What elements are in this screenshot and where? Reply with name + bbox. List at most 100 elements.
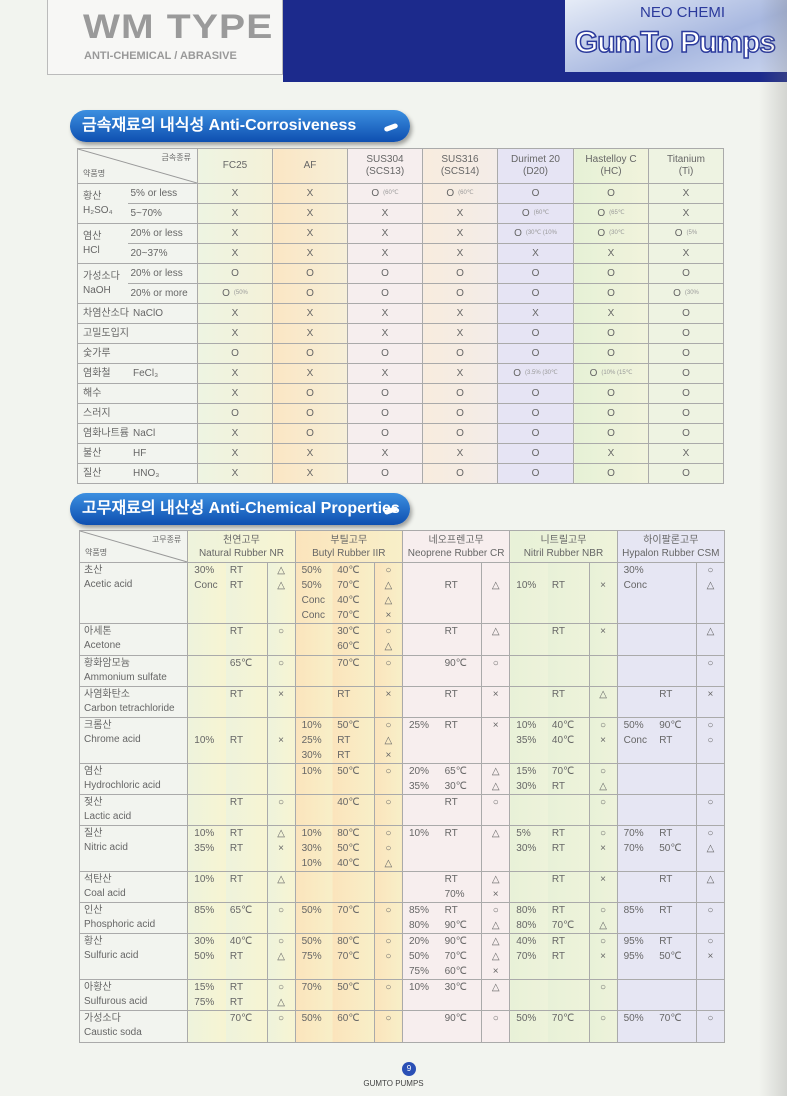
table-row: 해수 X O O O O O O <box>77 383 724 404</box>
resistance-cell: O <box>347 403 423 424</box>
column-header: Durimet 20 (D20) <box>497 148 574 184</box>
concentration-cell: 30% Conc <box>187 562 226 624</box>
temperature: 70℃ <box>337 610 360 621</box>
resistance-mark: O <box>381 427 389 439</box>
table-row: 스러지 O O O O O O O <box>77 403 724 424</box>
chemical-formula: FeCl₃ <box>133 367 159 379</box>
concentration <box>516 873 548 888</box>
table-row: 젖산 Lactic acid RT ○ 40℃ ○ RT ○ ○ ○ <box>78 794 726 826</box>
resistance-cell: X <box>197 303 273 324</box>
rating-cell: × <box>588 562 618 624</box>
temperature: RT <box>444 689 458 700</box>
resistance-cell: X <box>422 323 498 344</box>
resistance-mark: X <box>306 207 314 219</box>
resistance-mark: X <box>306 447 314 459</box>
header-subtitle: ANTI-CHEMICAL / ABRASIVE <box>84 50 237 62</box>
rating: ○ <box>385 843 392 854</box>
temperature-cell: 40℃ 70℃ 40℃ 70℃ <box>333 562 375 624</box>
resistance-mark: O <box>381 407 389 419</box>
concentration <box>516 688 548 703</box>
table-row: 초산 Acetic acid 30% Conc RT RT △ △ 50% 50% Conc Conc… <box>78 562 726 624</box>
temperature: 70℃ <box>551 1013 575 1024</box>
temperature-cell: RT <box>225 794 268 826</box>
temperature: RT <box>337 735 351 746</box>
resistance-mark: X <box>231 467 239 479</box>
column-header: AF <box>272 148 348 184</box>
temperature-cell: 70℃ <box>655 1010 697 1043</box>
concentration: 75% <box>194 997 215 1008</box>
resistance-cell: O <box>573 383 649 404</box>
resistance-mark: O <box>607 327 615 339</box>
temperature: RT <box>337 689 351 700</box>
temperature: RT <box>229 797 244 808</box>
rating: △ <box>277 997 285 1008</box>
rating: △ <box>491 626 500 637</box>
table-row: 가성소다 NaOH 20% or less O O O O O O O <box>77 263 724 304</box>
resistance-cell: X <box>272 323 348 344</box>
temperature: 50℃ <box>337 982 360 993</box>
rating-cell: ○ △ <box>695 562 726 624</box>
resistance-cell: O <box>497 443 574 464</box>
header-title-box: WM TYPE ANTI-CHEMICAL / ABRASIVE <box>47 0 283 75</box>
resistance-mark: X <box>231 227 239 239</box>
concentration: 50% <box>301 1013 322 1024</box>
temperature-cell: RT <box>547 562 589 624</box>
rating: × <box>278 735 284 746</box>
temperature: RT <box>659 689 673 700</box>
resistance-mark: O <box>607 187 615 199</box>
chemical-name: 질산 Nitric acid <box>78 825 189 872</box>
resistance-mark: O <box>306 287 314 299</box>
resistance-mark: O <box>306 347 314 359</box>
rating-cell: △ <box>481 562 511 624</box>
concentration-cell: 10% 35% <box>187 825 226 872</box>
rating-cell: ○ △ <box>588 902 618 934</box>
temperature: 30℃ <box>337 626 360 637</box>
chemical-name: 초산 Acetic acid <box>78 562 189 624</box>
resistance-cell: O <box>272 423 348 444</box>
resistance-cell: O <box>573 263 649 284</box>
rating: ○ <box>600 720 607 731</box>
rating-cell: ○ <box>695 655 726 687</box>
temperature: RT <box>444 874 458 885</box>
resistance-mark: X <box>456 207 464 219</box>
concentration: 20% or more <box>127 283 198 304</box>
rating: × <box>278 843 284 854</box>
temperature-cell: RT RT <box>225 825 268 872</box>
temperature: 65℃ <box>229 905 253 916</box>
concentration-cell <box>509 979 548 1011</box>
temperature-cell <box>655 623 697 656</box>
resistance-cell: O <box>347 263 423 284</box>
concentration: Conc <box>623 735 647 746</box>
resistance-mark: O <box>682 387 690 399</box>
concentration <box>409 887 441 902</box>
temperature: 40℃ <box>337 797 360 808</box>
concentration-cell: 10% <box>401 979 441 1011</box>
chemical-name: 염화나트륨 NaCl <box>77 423 198 444</box>
resistance-cell: O <box>648 403 724 424</box>
rating: ○ <box>707 720 714 731</box>
rating: △ <box>384 641 393 652</box>
rating: × <box>600 951 606 962</box>
rubber-chemical-table: 고무종류 약품명 천연고무 Natural Rubber NR 부틸고무 Butyl Ru… <box>78 530 726 1043</box>
resistance-mark: O <box>231 347 239 359</box>
temperature: 60℃ <box>337 1013 360 1024</box>
concentration: 25% <box>301 735 322 746</box>
temperature: 50℃ <box>659 951 682 962</box>
rating: ○ <box>707 1013 714 1024</box>
resistance-mark: O <box>682 267 690 279</box>
concentration <box>409 688 441 703</box>
concentration-cell <box>401 623 441 656</box>
rating-cell: ○ △ <box>481 902 511 934</box>
concentration-cell: 80% 80% <box>509 902 548 934</box>
rating: △ <box>277 874 285 885</box>
chemical-korean: 황산 <box>83 190 102 202</box>
concentration: 10% <box>301 828 322 839</box>
concentration-cell <box>294 871 334 903</box>
resistance-cell: O <box>497 343 574 364</box>
resistance-cell: X <box>197 323 273 344</box>
resistance-mark: X <box>456 307 464 319</box>
resistance-mark: O <box>682 327 690 339</box>
concentration: 85% <box>194 905 215 916</box>
chemical-name: 숯가루 <box>77 343 198 364</box>
concentration-cell <box>187 686 226 718</box>
